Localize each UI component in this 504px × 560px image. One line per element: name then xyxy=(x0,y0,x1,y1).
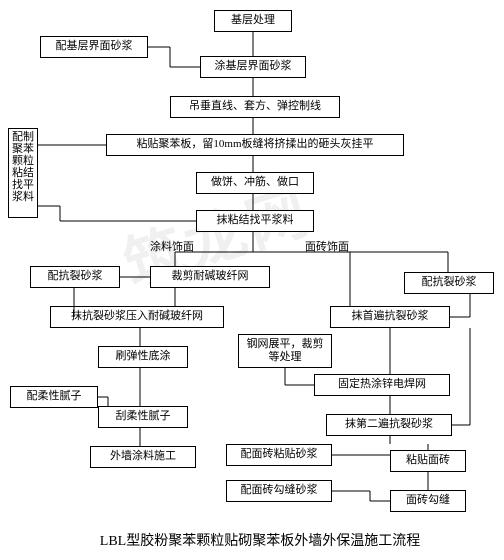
node-fix-galvanized-mesh: 固定热涂锌电焊网 xyxy=(314,374,450,396)
node-plumb-lines: 吊垂直线、套方、弹控制线 xyxy=(170,96,340,118)
node-base-treatment: 基层处理 xyxy=(214,10,292,32)
node-scrape-putty: 刮柔性腻子 xyxy=(98,406,188,428)
node-press-mesh: 抹抗裂砂浆压入耐碱玻纤网 xyxy=(50,306,224,328)
node-mix-anticrack-mortar-left: 配抗裂砂浆 xyxy=(30,266,120,288)
node-elastic-primer: 刷弹性底涂 xyxy=(98,346,188,368)
node-mix-interface-mortar: 配基层界面砂浆 xyxy=(40,36,148,58)
node-mix-anticrack-mortar-right: 配抗裂砂浆 xyxy=(404,272,494,294)
node-steel-mesh-flatten: 钢网展平，裁剪等处理 xyxy=(238,334,332,368)
node-tile-grouting: 面砖勾缝 xyxy=(390,490,466,512)
node-mix-tile-adhesive: 配面砖粘贴砂浆 xyxy=(226,444,332,466)
node-second-anticrack-mortar: 抹第二遍抗裂砂浆 xyxy=(326,414,452,436)
node-apply-leveling-paste: 抹粘结找平浆料 xyxy=(196,210,314,232)
vnode-line-4: 粘结 xyxy=(11,167,35,179)
vnode-line-1: 配制 xyxy=(11,131,35,143)
node-exterior-paint: 外墙涂料施工 xyxy=(90,446,196,468)
node-cut-fiberglass-mesh: 裁剪耐碱玻纤网 xyxy=(150,266,270,288)
label-coating-branch: 涂料饰面 xyxy=(150,238,194,254)
node-stick-eps-board: 粘贴聚苯板，留10mm板缝将挤揉出的砸头灰挂平 xyxy=(106,134,404,156)
vnode-line-6: 浆料 xyxy=(11,191,35,203)
node-mix-grout-mortar: 配面砖勾缝砂浆 xyxy=(226,480,332,502)
node-mix-flexible-putty: 配柔性腻子 xyxy=(10,386,98,408)
vnode-line-5: 找平 xyxy=(11,179,35,191)
node-mix-eps-granule-paste: 配制 聚苯 颗粒 粘结 找平 浆料 xyxy=(8,128,38,218)
vnode-line-3: 颗粒 xyxy=(11,155,35,167)
node-first-anticrack-mortar: 抹首遍抗裂砂浆 xyxy=(330,306,450,328)
label-tile-branch: 面砖饰面 xyxy=(305,238,349,254)
diagram-title: LBL型胶粉聚苯颗粒贴砌聚苯板外墙外保温施工流程 xyxy=(70,530,450,550)
node-stick-tiles: 粘贴面砖 xyxy=(390,450,466,472)
vnode-line-2: 聚苯 xyxy=(11,143,35,155)
node-make-cake: 做饼、冲筋、做口 xyxy=(196,172,314,194)
node-apply-interface-mortar: 涂基层界面砂浆 xyxy=(200,56,306,78)
